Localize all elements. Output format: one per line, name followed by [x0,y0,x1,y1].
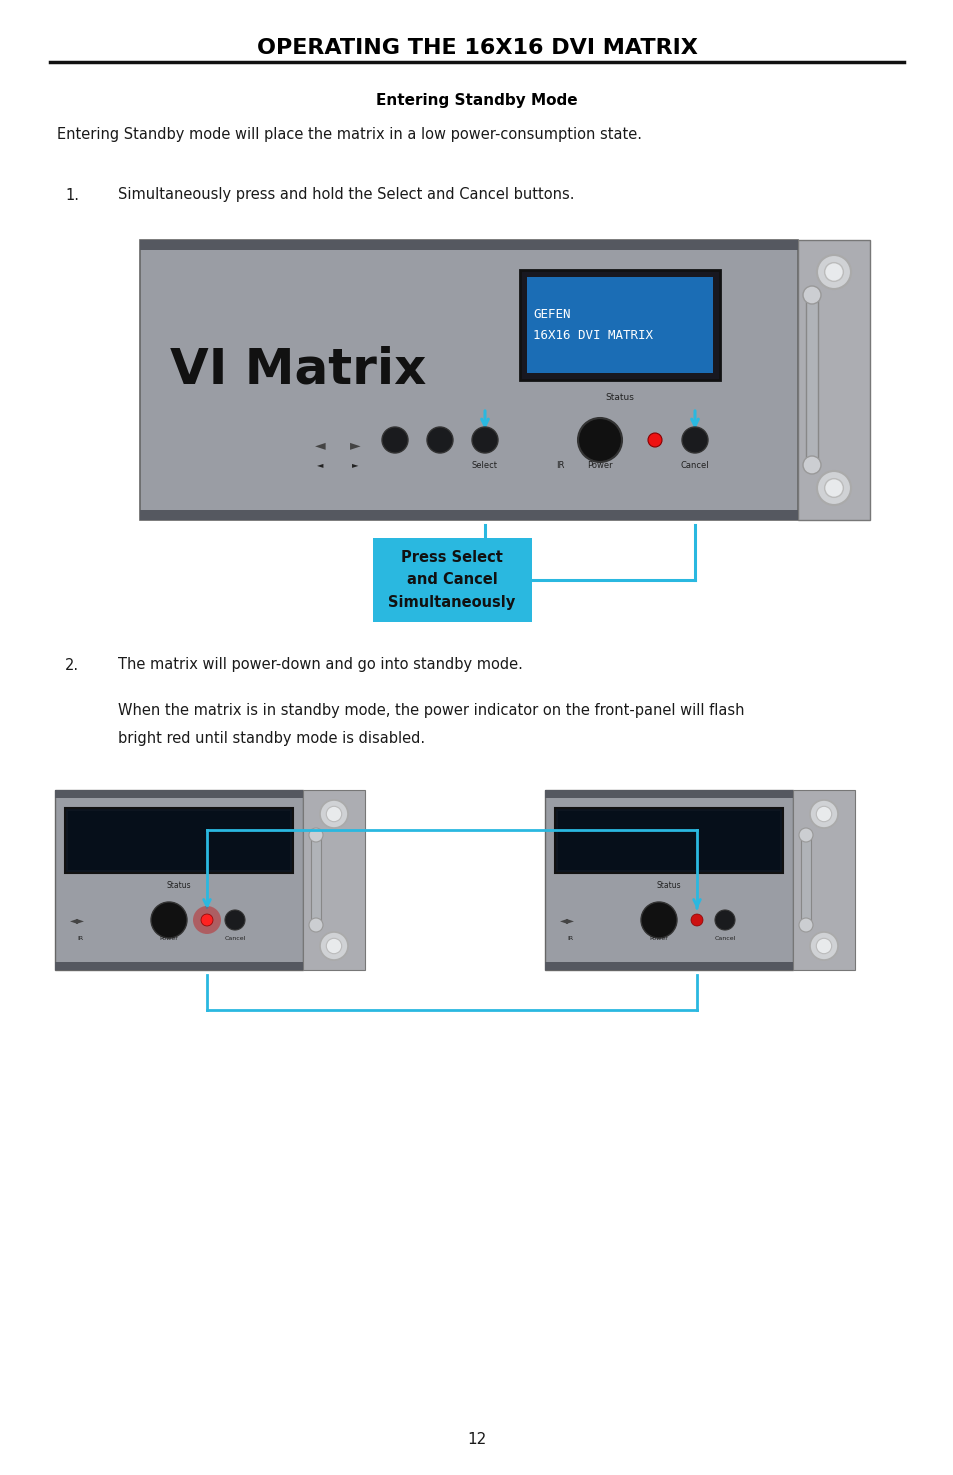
Text: Entering Standby mode will place the matrix in a low power-consumption state.: Entering Standby mode will place the mat… [57,127,641,143]
Circle shape [319,932,348,960]
Bar [792,791,854,971]
Text: Simultaneously press and hold the Select and Cancel buttons.: Simultaneously press and hold the Select… [118,187,574,202]
Text: Status: Status [656,882,680,891]
Circle shape [201,914,213,926]
Circle shape [809,799,837,827]
Circle shape [319,799,348,827]
Bar [55,791,303,971]
Text: bright red until standby mode is disabled.: bright red until standby mode is disable… [118,730,425,745]
Text: Power: Power [649,935,668,941]
Bar [68,811,290,870]
Text: IR: IR [556,460,563,469]
Text: Cancel: Cancel [714,935,735,941]
Bar [519,270,720,381]
Circle shape [427,426,453,453]
Text: VI Matrix: VI Matrix [170,347,426,394]
Text: ►: ► [352,460,358,469]
Circle shape [802,456,821,473]
Circle shape [472,426,497,453]
Text: Entering Standby Mode: Entering Standby Mode [375,93,578,108]
Circle shape [823,479,842,497]
Bar [558,811,780,870]
Bar [55,962,303,971]
Circle shape [640,903,677,938]
Circle shape [151,903,187,938]
Circle shape [578,417,621,462]
Bar [544,962,792,971]
Circle shape [816,938,831,954]
Circle shape [816,471,850,504]
Circle shape [193,906,221,934]
Bar [544,791,792,798]
Text: ◄►: ◄► [70,914,85,925]
Text: OPERATING THE 16X16 DVI MATRIX: OPERATING THE 16X16 DVI MATRIX [256,38,697,58]
Text: IR: IR [77,935,83,941]
Text: 1.: 1. [65,187,79,202]
Circle shape [816,255,850,289]
Text: 2.: 2. [65,658,79,673]
Circle shape [690,914,702,926]
Bar [555,808,782,873]
Text: Status: Status [167,882,192,891]
Circle shape [647,434,661,447]
Circle shape [681,426,707,453]
Text: Cancel: Cancel [224,935,246,941]
Text: Press Select
and Cancel
Simultaneously: Press Select and Cancel Simultaneously [388,550,515,609]
Text: When the matrix is in standby mode, the power indicator on the front-panel will : When the matrix is in standby mode, the … [118,702,743,717]
Bar [55,791,303,798]
Bar [140,240,797,521]
FancyBboxPatch shape [373,538,532,622]
Bar [544,791,792,971]
Circle shape [225,910,245,931]
Text: ◄►: ◄► [559,914,575,925]
Text: GEFEN
16X16 DVI MATRIX: GEFEN 16X16 DVI MATRIX [533,308,652,342]
Circle shape [823,263,842,282]
Bar [140,240,797,249]
Text: 12: 12 [467,1432,486,1447]
Text: Power: Power [587,460,612,469]
Circle shape [309,827,323,842]
Bar [311,835,320,925]
Bar [303,791,365,971]
Bar [801,835,810,925]
Text: ►: ► [350,438,360,451]
Circle shape [802,286,821,304]
Text: Power: Power [159,935,178,941]
Circle shape [326,807,341,822]
Text: IR: IR [566,935,573,941]
Text: ◄: ◄ [316,460,323,469]
Bar [65,808,293,873]
Text: Cancel: Cancel [680,460,709,469]
Circle shape [326,938,341,954]
Text: Select: Select [472,460,497,469]
Bar [526,277,712,373]
Circle shape [799,827,812,842]
Text: ◄: ◄ [314,438,325,451]
Circle shape [799,917,812,932]
Bar [797,240,869,521]
Text: Status: Status [605,394,634,403]
Text: The matrix will power-down and go into standby mode.: The matrix will power-down and go into s… [118,658,522,673]
Circle shape [816,807,831,822]
Bar [140,510,797,521]
Circle shape [714,910,734,931]
Circle shape [309,917,323,932]
Circle shape [809,932,837,960]
Bar [805,295,817,465]
Circle shape [381,426,408,453]
